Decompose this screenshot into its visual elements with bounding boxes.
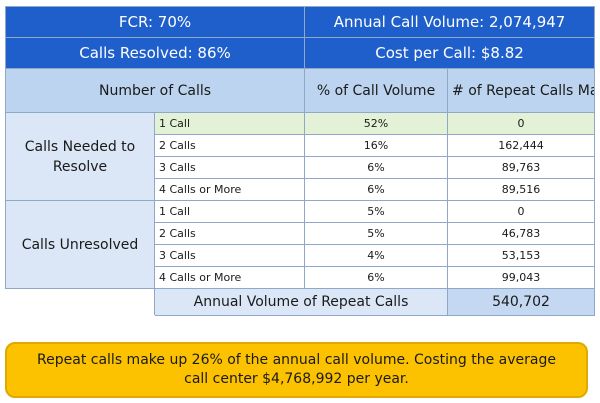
repeat-cell: 89,516 <box>447 178 596 201</box>
cost-per-call-kpi: Cost per Call: $8.82 <box>304 37 596 69</box>
repeat-cell: 0 <box>447 112 596 135</box>
calls-cell: 4 Calls or More <box>153 178 306 201</box>
column-header-row: Number of Calls % of Call Volume # of Re… <box>4 68 596 113</box>
calls-cell: 1 Call <box>153 112 306 135</box>
repeat-cell: 46,783 <box>447 222 596 245</box>
call-stats-table: FCR: 70% Annual Call Volume: 2,074,947 C… <box>4 6 596 316</box>
kpi-row-1: FCR: 70% Annual Call Volume: 2,074,947 <box>4 6 596 38</box>
pct-cell: 16% <box>304 134 449 157</box>
table-row: 2 Calls 5% 46,783 <box>6 222 596 245</box>
pct-cell: 6% <box>304 156 449 179</box>
table-row: Calls Unresolved 1 Call 5% 0 <box>5 200 596 289</box>
calls-cell: 4 Calls or More <box>153 266 306 289</box>
repeat-cell: 0 <box>447 200 596 223</box>
table-row: 4 Calls or More 6% 99,043 <box>6 266 596 289</box>
pct-cell: 52% <box>304 112 449 135</box>
pct-volume-header: % of Call Volume <box>304 68 449 113</box>
kpi-row-2: Calls Resolved: 86% Cost per Call: $8.82 <box>4 37 596 69</box>
pct-cell: 5% <box>304 222 449 245</box>
repeat-cell: 162,444 <box>447 134 596 157</box>
repeat-calls-header: # of Repeat Calls Made <box>447 68 596 113</box>
table-row: 3 Calls 6% 89,763 <box>6 156 596 179</box>
pct-cell: 5% <box>304 200 449 223</box>
call-stats-panel: FCR: 70% Annual Call Volume: 2,074,947 C… <box>4 6 596 316</box>
pct-cell: 4% <box>304 244 449 267</box>
repeat-cell: 89,763 <box>447 156 596 179</box>
total-value: 540,702 <box>447 288 596 316</box>
repeat-cell: 53,153 <box>447 244 596 267</box>
total-row: Annual Volume of Repeat Calls 540,702 <box>5 288 596 316</box>
calls-cell: 2 Calls <box>153 222 306 245</box>
group-label-unresolved: Calls Unresolved <box>5 200 155 289</box>
summary-callout: Repeat calls make up 26% of the annual c… <box>5 342 588 398</box>
calls-cell: 1 Call <box>153 200 306 223</box>
repeat-cell: 99,043 <box>447 266 596 289</box>
total-label: Annual Volume of Repeat Calls <box>153 288 449 316</box>
fcr-kpi: FCR: 70% <box>4 6 306 38</box>
calls-resolved-kpi: Calls Resolved: 86% <box>4 37 306 69</box>
calls-cell: 3 Calls <box>153 244 306 267</box>
calls-cell: 2 Calls <box>153 134 306 157</box>
annual-volume-kpi: Annual Call Volume: 2,074,947 <box>304 6 596 38</box>
table-row: Calls Needed to Resolve 1 Call 52% 0 <box>5 112 596 201</box>
calls-cell: 3 Calls <box>153 156 306 179</box>
pct-cell: 6% <box>304 266 449 289</box>
number-of-calls-header: Number of Calls <box>4 68 306 113</box>
group-label-resolve: Calls Needed to Resolve <box>5 112 155 201</box>
total-spacer <box>5 288 155 316</box>
pct-cell: 6% <box>304 178 449 201</box>
table-row: 3 Calls 4% 53,153 <box>6 244 596 267</box>
